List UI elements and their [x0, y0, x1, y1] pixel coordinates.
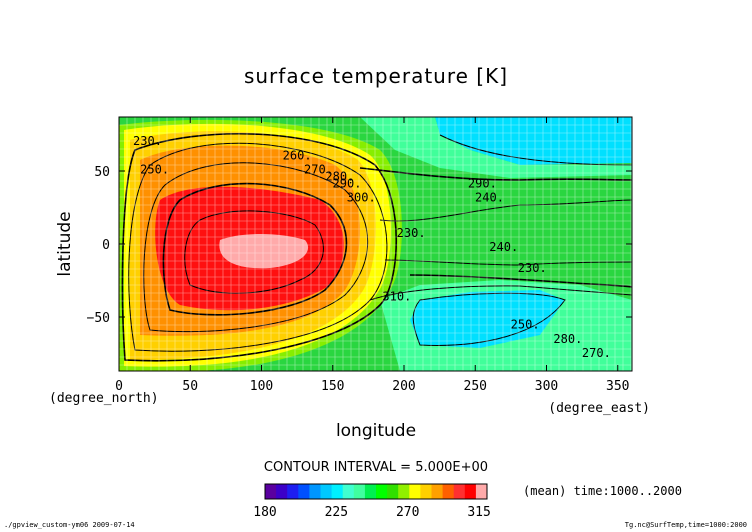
colorbar-swatch	[409, 484, 421, 499]
colorbar-swatch	[276, 484, 288, 499]
contour-label: 250.	[511, 318, 540, 332]
grid-lines	[119, 117, 632, 371]
x-tick-label: 250	[464, 379, 487, 394]
colorbar-swatch	[353, 484, 366, 499]
x-tick-label: 300	[535, 379, 558, 394]
x-tick-label: 0	[115, 379, 123, 394]
colorbar-swatch	[298, 484, 310, 499]
y-axis-title: latitude	[55, 211, 75, 276]
contour-label: 310.	[382, 289, 411, 303]
colorbar-swatch	[320, 484, 333, 499]
colorbar-tick-label: 270	[396, 505, 419, 520]
y-axis: 50 0 −50	[87, 165, 632, 326]
x-tick-label: 150	[321, 379, 344, 394]
x-tick-label: 100	[250, 379, 273, 394]
contour-label: 280.	[553, 332, 582, 346]
colorbar-swatch	[475, 484, 488, 499]
colorbar-ticks: 180 225 270 315	[253, 505, 491, 520]
colorbar-swatch	[453, 484, 466, 499]
contour-label: 230.	[397, 226, 426, 240]
colorbar-swatch	[442, 484, 455, 499]
colorbar-swatch	[331, 484, 344, 499]
contour-label: 280.	[325, 170, 354, 184]
colorbar-tick-label: 315	[467, 505, 490, 520]
footer-right: Tg.nc@SurfTemp,time=1000:2000	[625, 521, 747, 529]
colorbar-tick-label: 225	[325, 505, 348, 520]
colorbar-swatch	[287, 484, 299, 499]
colorbar-swatch	[420, 484, 432, 499]
contour-label: 260.	[283, 148, 312, 162]
contour-label: 290.	[468, 177, 497, 191]
contour-label: 230.	[133, 134, 162, 148]
contour-label: 270.	[304, 162, 333, 176]
contour-labels: 230.250.260.270.280.290.300.310.290.240.…	[133, 134, 611, 360]
cold-region-north-band	[360, 117, 632, 178]
colorbar	[264, 483, 488, 500]
colorbar-frame	[264, 483, 488, 500]
colorbar-swatch	[309, 484, 321, 499]
x-tick-label: 350	[606, 379, 629, 394]
warm-core	[219, 234, 309, 269]
colorbar-swatch	[387, 484, 399, 499]
contour-label: 230.	[518, 261, 547, 275]
colorbar-swatch	[376, 484, 388, 499]
contour-label: 240.	[489, 240, 518, 254]
mean-time-annotation: (mean) time:1000..2000	[523, 484, 682, 498]
x-axis-title: longitude	[336, 421, 416, 441]
contour-interval-text: CONTOUR INTERVAL = 5.000E+00	[264, 460, 488, 475]
contour-label: 300.	[347, 191, 376, 205]
y-unit-label: (degree_north)	[49, 391, 159, 406]
footer-left: ./gpview_custom-ym06 2009-07-14	[4, 521, 135, 529]
colorbar-swatch	[265, 484, 277, 499]
x-tick-label: 50	[182, 379, 198, 394]
cold-region-south	[410, 290, 565, 348]
y-tick-label: −50	[87, 311, 110, 326]
contour-label: 250.	[140, 162, 169, 176]
y-tick-label: 50	[94, 165, 110, 180]
colorbar-swatch	[342, 484, 355, 499]
x-tick-label: 200	[392, 379, 415, 394]
colorbar-tick-label: 180	[253, 505, 276, 520]
colorbar-swatch	[464, 484, 477, 499]
chart-title: surface temperature [K]	[244, 64, 508, 88]
contour-label: 270.	[582, 346, 611, 360]
colorbar-swatch	[398, 484, 410, 499]
x-axis: 0 50 100 150 200 250 300 350	[115, 117, 629, 394]
plot-area	[119, 117, 632, 371]
contour-label: 240.	[475, 191, 504, 205]
contour-label: 290.	[333, 177, 362, 191]
colorbar-swatch	[364, 484, 377, 499]
colorbar-swatch	[431, 484, 444, 499]
y-tick-label: 0	[102, 238, 110, 253]
x-unit-label: (degree_east)	[548, 401, 650, 416]
